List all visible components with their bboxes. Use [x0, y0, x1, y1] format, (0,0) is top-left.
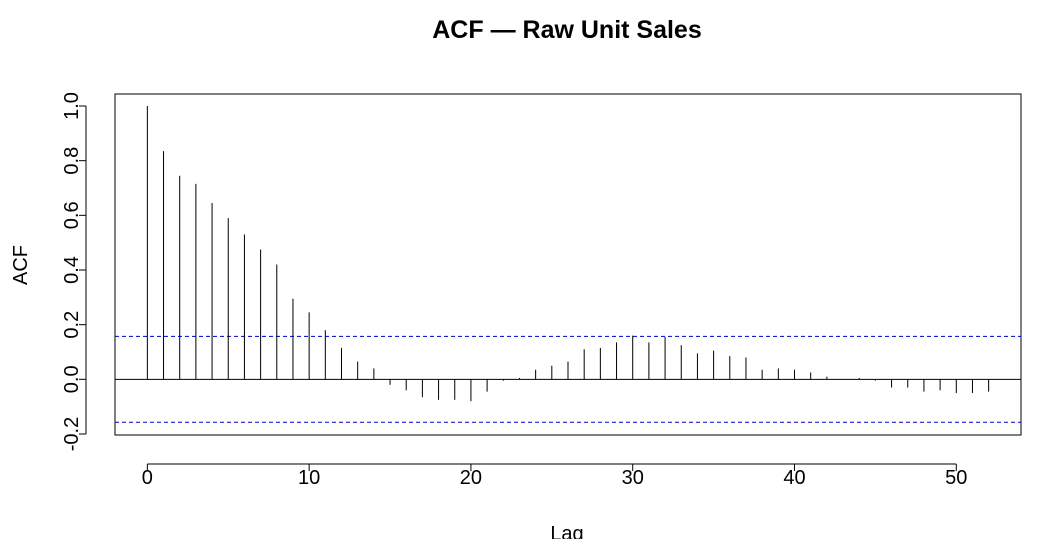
- y-tick-label: 0.0: [61, 365, 83, 393]
- x-tick-label: 10: [298, 467, 320, 489]
- y-tick-label: 0.2: [61, 311, 83, 339]
- x-tick-label: 40: [783, 467, 805, 489]
- plot-frame: [114, 93, 1022, 436]
- y-axis: -0.2 0.0 0.2 0.4 0.6 0.8 1.0: [61, 92, 87, 451]
- y-tick-label: 0.8: [61, 147, 83, 175]
- y-tick-label: 0.6: [61, 201, 83, 229]
- x-axis: 0 10 20 30 40 50: [142, 463, 967, 489]
- x-tick-label: 0: [142, 467, 153, 489]
- chart-title: ACF — Raw Unit Sales: [432, 16, 702, 44]
- x-axis-label: Lag: [550, 523, 583, 539]
- y-tick-label: 0.4: [61, 256, 83, 284]
- x-tick-label: 20: [460, 467, 482, 489]
- acf-spikes: [146, 106, 990, 402]
- x-tick-label: 50: [945, 467, 967, 489]
- y-axis-label: ACF: [10, 245, 32, 285]
- y-tick-label: 1.0: [61, 92, 83, 120]
- x-tick-label: 30: [622, 467, 644, 489]
- y-tick-label: -0.2: [61, 417, 83, 451]
